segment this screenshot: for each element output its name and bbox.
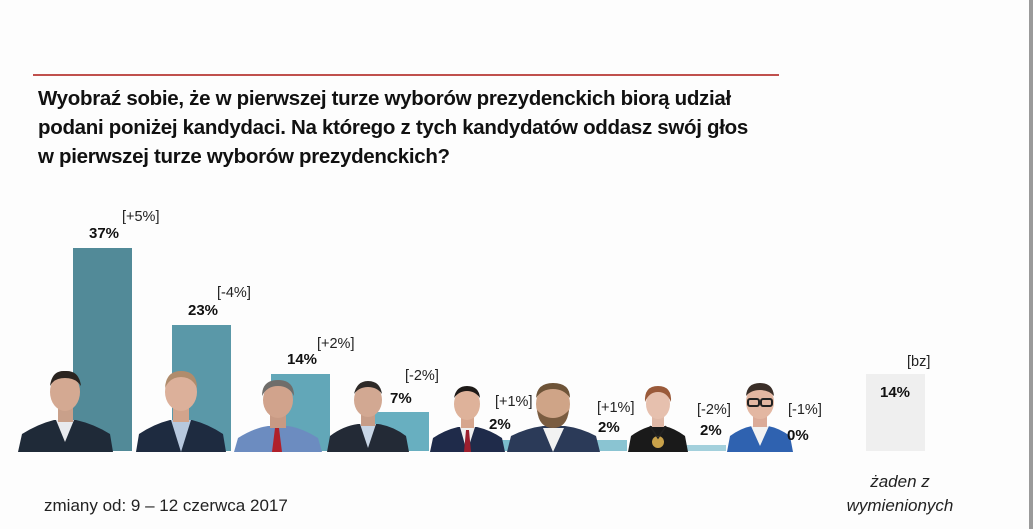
none-option-line-2: wymienionych xyxy=(846,496,954,515)
change-label-2: [-4%] xyxy=(217,285,251,301)
title-rule xyxy=(33,74,779,76)
change-label-1: [+5%] xyxy=(122,209,160,225)
candidate-photo-3 xyxy=(234,380,322,452)
value-label-none: 14% xyxy=(880,384,911,401)
changes-since-note: zmiany od: 9 – 12 czerwca 2017 xyxy=(44,496,288,515)
value-label-1: 37% xyxy=(89,225,120,242)
change-label-8: [-1%] xyxy=(788,402,822,418)
question-line-2: podani poniżej kandydaci. Na którego z t… xyxy=(38,116,748,139)
bar-none xyxy=(866,374,925,451)
change-label-7: [-2%] xyxy=(697,402,731,418)
none-option-line-1: żaden z xyxy=(870,472,930,491)
question-line-3: w pierwszej turze wyborów prezydenckich? xyxy=(38,145,450,168)
question-title: Wyobraź sobie, że w pierwszej turze wybo… xyxy=(38,84,798,171)
candidate-photo-1 xyxy=(18,370,113,452)
change-label-4: [-2%] xyxy=(405,368,439,384)
value-label-8: 0% xyxy=(787,427,809,444)
question-line-1: Wyobraź sobie, że w pierwszej turze wybo… xyxy=(38,87,731,110)
bar-1 xyxy=(73,248,132,451)
value-label-7: 2% xyxy=(700,422,722,439)
candidate-photo-8 xyxy=(727,383,793,452)
candidate-photo-2 xyxy=(136,371,226,452)
change-label-6: [+1%] xyxy=(597,400,635,416)
value-label-3: 14% xyxy=(287,351,318,368)
change-label-none: [bz] xyxy=(907,354,931,370)
right-border xyxy=(1029,0,1033,529)
candidate-photo-5 xyxy=(430,386,505,452)
value-label-4: 7% xyxy=(390,390,412,407)
value-label-6: 2% xyxy=(598,419,620,436)
bar-7 xyxy=(667,445,726,451)
candidate-photo-7 xyxy=(628,386,688,452)
candidate-photo-6 xyxy=(507,383,600,452)
value-label-2: 23% xyxy=(188,302,219,319)
candidate-photo-4 xyxy=(327,381,409,452)
value-label-5: 2% xyxy=(489,416,511,433)
none-option-label: żaden z wymienionych xyxy=(830,470,970,518)
change-label-5: [+1%] xyxy=(495,394,533,410)
change-label-3: [+2%] xyxy=(317,336,355,352)
